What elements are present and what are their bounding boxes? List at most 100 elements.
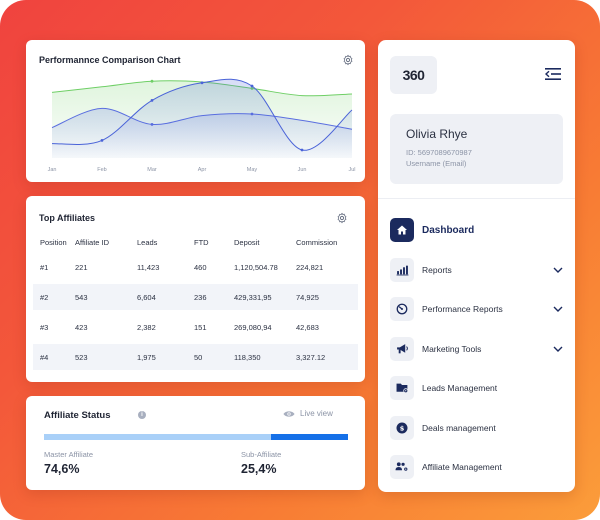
x-tick-label: Jan: [48, 167, 57, 173]
data-point[interactable]: [200, 81, 204, 85]
affiliates-table: Position Affiliate ID Leads FTD Deposit …: [33, 234, 358, 370]
sub-affiliate-value: 25,4%: [241, 462, 277, 476]
x-tick-label: May: [247, 167, 258, 173]
x-tick-label: Feb: [97, 167, 106, 173]
profile-username: Username (Email): [406, 159, 467, 168]
column-header[interactable]: Leads: [137, 237, 158, 247]
x-tick-label: Jun: [298, 167, 307, 173]
home-icon: [397, 225, 407, 235]
nav-label: Affiliate Management: [422, 462, 502, 472]
bar-chart-icon: [396, 265, 408, 276]
status-progress-bar: [44, 434, 348, 440]
table-row[interactable]: #4 523 1,975 50 118,350 3,327.12: [33, 344, 358, 370]
folder-gear-icon: [396, 383, 408, 394]
nav-item-affiliate-management[interactable]: Affiliate Management: [390, 455, 565, 479]
column-header[interactable]: Deposit: [234, 237, 260, 247]
master-affiliate-value: 74,6%: [44, 462, 80, 476]
x-tick-label: Apr: [198, 167, 207, 173]
table-cell: 423: [75, 322, 88, 332]
table-cell: 543: [75, 292, 88, 302]
affiliates-title: Top Affiliates: [39, 213, 95, 223]
megaphone-icon: [396, 344, 408, 354]
table-cell: 523: [75, 352, 88, 362]
table-cell: 50: [194, 352, 203, 362]
nav-label: Performance Reports: [422, 304, 503, 314]
table-row[interactable]: #1 221 11,423 460 1,120,504.78 224,821: [33, 254, 358, 280]
column-header[interactable]: Commission: [296, 237, 338, 247]
live-view-link[interactable]: Live view: [283, 409, 333, 418]
nav-icon-box: [390, 455, 414, 479]
profile-id: ID: 5697089670987: [406, 148, 472, 157]
nav-item-leads-management[interactable]: Leads Management: [390, 376, 565, 400]
data-point[interactable]: [150, 99, 154, 102]
data-point[interactable]: [100, 139, 104, 142]
data-point[interactable]: [150, 79, 154, 83]
table-cell: #4: [40, 352, 49, 362]
nav-label: Dashboard: [422, 224, 475, 236]
column-header[interactable]: FTD: [194, 237, 209, 247]
nav-icon-box: [390, 337, 414, 361]
data-point[interactable]: [300, 148, 304, 152]
nav-item-performance-reports[interactable]: Performance Reports: [390, 297, 565, 321]
nav-label: Deals management: [422, 423, 496, 433]
sub-affiliate-label: Sub-Affiliate: [241, 450, 282, 459]
info-icon[interactable]: i: [138, 411, 146, 419]
table-cell: #3: [40, 322, 49, 332]
table-row[interactable]: #2 543 6,604 236 429,331,95 74,925: [33, 284, 358, 310]
column-header[interactable]: Position: [40, 237, 67, 247]
nav-icon-box: [390, 376, 414, 400]
line-chart: Jan Feb Mar Apr May Jun Jul: [48, 78, 356, 173]
gear-icon[interactable]: [336, 212, 348, 224]
sidebar: 360 Olivia Rhye ID: 5697089670987 Userna…: [378, 40, 575, 492]
sub-affiliate-bar: [270, 434, 348, 440]
table-cell: 6,604: [137, 292, 156, 302]
series-area: [52, 79, 352, 158]
nav-label: Reports: [422, 265, 452, 275]
table-header: Position Affiliate ID Leads FTD Deposit …: [33, 234, 358, 250]
nav-label: Marketing Tools: [422, 344, 482, 354]
nav-icon-box: $: [390, 416, 414, 440]
table-cell: 1,975: [137, 352, 156, 362]
svg-text:$: $: [400, 424, 405, 432]
eye-icon: [283, 410, 295, 417]
table-cell: 1,120,504.78: [234, 262, 278, 272]
table-cell: 3,327.12: [296, 352, 326, 362]
table-cell: 11,423: [137, 262, 160, 272]
chart-title: Performannce Comparison Chart: [39, 55, 181, 65]
logo[interactable]: 360: [390, 56, 437, 94]
chevron-down-icon[interactable]: [553, 266, 563, 274]
table-cell: 224,821: [296, 262, 324, 272]
nav-item-marketing-tools[interactable]: Marketing Tools: [390, 337, 565, 361]
master-affiliate-bar: [44, 434, 271, 440]
table-cell: 151: [194, 322, 207, 332]
table-row[interactable]: #3 423 2,382 151 269,080,94 42,683: [33, 314, 358, 340]
menu-collapse-icon[interactable]: [545, 67, 561, 81]
chevron-down-icon[interactable]: [553, 345, 563, 353]
nav-item-reports[interactable]: Reports: [390, 258, 565, 282]
table-cell: 2,382: [137, 322, 156, 332]
dollar-icon: $: [396, 422, 408, 434]
x-tick-label: Mar: [147, 167, 157, 173]
table-cell: 74,925: [296, 292, 319, 302]
gear-icon[interactable]: [342, 54, 354, 66]
live-view-label: Live view: [300, 409, 333, 418]
column-header[interactable]: Affiliate ID: [75, 237, 110, 247]
nav-item-dashboard[interactable]: Dashboard: [390, 218, 565, 242]
nav-icon-box: [390, 218, 414, 242]
table-cell: #1: [40, 262, 49, 272]
profile-card[interactable]: Olivia Rhye ID: 5697089670987 Username (…: [390, 114, 563, 184]
users-gear-icon: [395, 462, 409, 472]
divider: [378, 198, 575, 199]
chevron-down-icon[interactable]: [553, 305, 563, 313]
nav-icon-box: [390, 297, 414, 321]
table-cell: 221: [75, 262, 88, 272]
top-affiliates-card: Top Affiliates Position Affiliate ID Lea…: [26, 196, 365, 382]
table-cell: 236: [194, 292, 207, 302]
nav-item-deals-management[interactable]: $ Deals management: [390, 416, 565, 440]
data-point[interactable]: [250, 84, 254, 88]
performance-chart-card: Performannce Comparison Chart Jan Feb Mar A…: [26, 40, 365, 182]
table-cell: 429,331,95: [234, 292, 272, 302]
master-affiliate-label: Master Affiliate: [44, 450, 94, 459]
table-cell: 269,080,94: [234, 322, 272, 332]
affiliate-status-card: Affiliate Status i Live view Master Affi…: [26, 396, 365, 490]
